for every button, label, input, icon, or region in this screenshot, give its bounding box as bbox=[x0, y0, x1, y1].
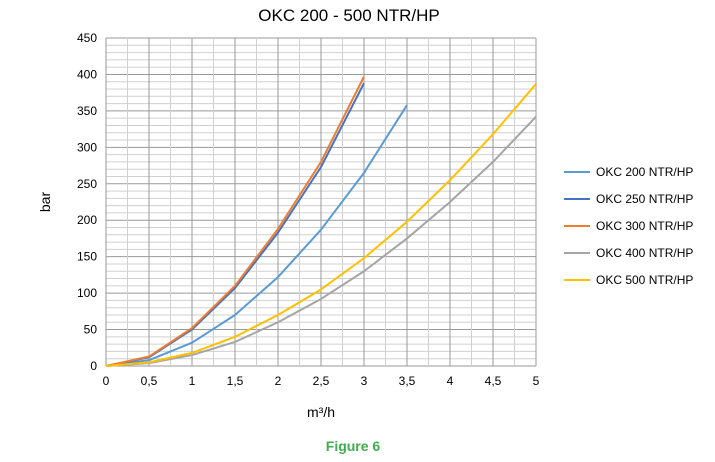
y-tick-label: 0 bbox=[90, 359, 97, 373]
legend: OKC 200 NTR/HP OKC 250 NTR/HP OKC 300 NTR/… bbox=[564, 165, 693, 287]
series-lines bbox=[105, 76, 537, 367]
legend-label: OKC 250 NTR/HP bbox=[596, 192, 693, 206]
y-tick-label: 350 bbox=[77, 104, 97, 118]
x-tick-label: 4,5 bbox=[485, 374, 502, 388]
y-tick-label: 200 bbox=[77, 213, 97, 227]
x-tick-label: 0 bbox=[103, 374, 110, 388]
chart-title: OKC 200 - 500 NTR/HP bbox=[258, 6, 439, 25]
x-axis-label: m³/h bbox=[307, 404, 335, 420]
grid bbox=[105, 37, 537, 367]
series-line-okc-200-ntr-hp bbox=[105, 104, 408, 367]
y-tick-label: 150 bbox=[77, 250, 97, 264]
y-tick-label: 400 bbox=[77, 67, 97, 81]
x-tick-label: 3,5 bbox=[399, 374, 416, 388]
x-tick-label: 4 bbox=[447, 374, 454, 388]
x-tick-label: 2 bbox=[275, 374, 282, 388]
x-tick-label: 2,5 bbox=[313, 374, 330, 388]
series-line-okc-500-ntr-hp bbox=[105, 83, 537, 367]
x-tick-label: 3 bbox=[361, 374, 368, 388]
x-tick-label: 1 bbox=[189, 374, 196, 388]
x-tick-label: 5 bbox=[533, 374, 540, 388]
x-tick-label: 1,5 bbox=[227, 374, 244, 388]
y-tick-label: 100 bbox=[77, 286, 97, 300]
legend-label: OKC 500 NTR/HP bbox=[596, 273, 693, 287]
series-line-okc-300-ntr-hp bbox=[105, 76, 365, 367]
series-line-okc-400-ntr-hp bbox=[105, 116, 537, 367]
y-tick-label: 450 bbox=[77, 31, 97, 45]
legend-label: OKC 400 NTR/HP bbox=[596, 246, 693, 260]
legend-label: OKC 300 NTR/HP bbox=[596, 219, 693, 233]
ticks: 0 0,5 1 1,5 2 2,5 3 3,5 4 4,5 50501001502002503003… bbox=[77, 31, 540, 388]
y-tick-label: 250 bbox=[77, 177, 97, 191]
y-tick-label: 50 bbox=[84, 323, 98, 337]
legend-label: OKC 200 NTR/HP bbox=[596, 165, 693, 179]
figure-caption: Figure 6 bbox=[326, 438, 381, 454]
y-axis-label: bar bbox=[37, 192, 53, 213]
y-tick-label: 300 bbox=[77, 140, 97, 154]
x-tick-label: 0,5 bbox=[141, 374, 158, 388]
